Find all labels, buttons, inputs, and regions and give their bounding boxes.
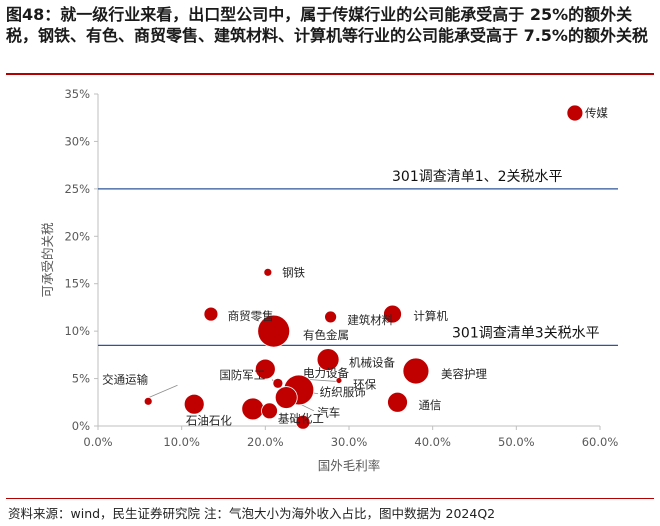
figure-title: 图48：就一级行业来看，出口型公司中，属于传媒行业的公司能承受高于 25%的额外… [6, 5, 648, 45]
bubble-label: 建筑材料 [347, 313, 393, 327]
bubble-label: 国防军工 [219, 368, 265, 382]
bubble-point [183, 393, 205, 415]
bubble-label: 计算机 [413, 309, 448, 323]
title-rule [6, 73, 654, 75]
x-tick-label: 40.0% [414, 435, 451, 449]
bubble-point [387, 391, 408, 413]
bubble-point [295, 414, 311, 430]
bubble-label: 交通运输 [102, 373, 148, 387]
y-tick-label: 0% [72, 419, 90, 433]
reference-line-label: 301调查清单3关税水平 [452, 325, 600, 341]
y-tick-label: 35% [64, 87, 90, 101]
reference-line-label: 301调查清单1、2关税水平 [392, 169, 563, 185]
source-note: 资料来源：wind，民生证券研究院 注：气泡大小为海外收入占比，图中数据为 20… [8, 506, 496, 521]
footer-rule [6, 498, 654, 499]
bubble-point [274, 386, 298, 409]
bubble-label: 汽车 [317, 406, 340, 420]
bubble-point [257, 314, 291, 348]
y-tick-label: 25% [64, 182, 90, 196]
x-tick-label: 50.0% [498, 435, 535, 449]
bubble-label: 机械设备 [349, 355, 395, 369]
x-tick-label: 0.0% [83, 435, 112, 449]
bubble-point [566, 104, 584, 122]
bubble-point [143, 396, 153, 406]
bubble-point [203, 306, 219, 322]
bubble-label: 石油石化 [186, 413, 232, 427]
bubble-label: 纺织服饰 [320, 385, 366, 399]
bubble-chart: 0% 5% 10% 15% 20% 25% 30% 35% 0.0% 10.0% 20.0% 30.0… [40, 87, 619, 473]
y-axis-label: 可承受的关税 [40, 222, 55, 298]
bubble-point [272, 377, 284, 389]
x-axis-label: 国外毛利率 [318, 458, 381, 473]
bubble-point [335, 377, 343, 384]
bubble-label: 钢铁 [282, 265, 305, 279]
y-tick-label: 30% [64, 134, 90, 148]
bubble-point [383, 304, 402, 324]
bubble-label: 有色金属 [303, 328, 349, 342]
y-tick-label: 20% [64, 229, 90, 243]
bubble-point [402, 357, 430, 385]
bubble-label: 商贸零售 [228, 309, 274, 323]
label-leader-line [146, 384, 178, 399]
bubble-point [254, 358, 276, 380]
y-tick-label: 5% [72, 372, 90, 386]
bubble-label: 基础化工 [278, 411, 324, 425]
bubble-point [241, 397, 265, 421]
bubble-label: 通信 [418, 398, 441, 412]
bubble-label: 环保 [353, 377, 376, 391]
bubble-label: 美容护理 [441, 367, 487, 381]
y-tick-label: 15% [64, 277, 90, 291]
bubble-label: 传媒 [585, 106, 608, 120]
bubble-point [316, 348, 340, 372]
y-tick-label: 10% [64, 324, 90, 338]
x-tick-label: 30.0% [331, 435, 368, 449]
bubble-label: 电力设备 [303, 366, 349, 380]
x-tick-label: 20.0% [247, 435, 284, 449]
x-tick-label: 10.0% [163, 435, 200, 449]
label-leader-line [308, 379, 337, 382]
x-tick-label: 60.0% [582, 435, 619, 449]
bubble-point [263, 267, 273, 277]
bubble-point [324, 310, 337, 324]
bubble-point [261, 402, 278, 420]
